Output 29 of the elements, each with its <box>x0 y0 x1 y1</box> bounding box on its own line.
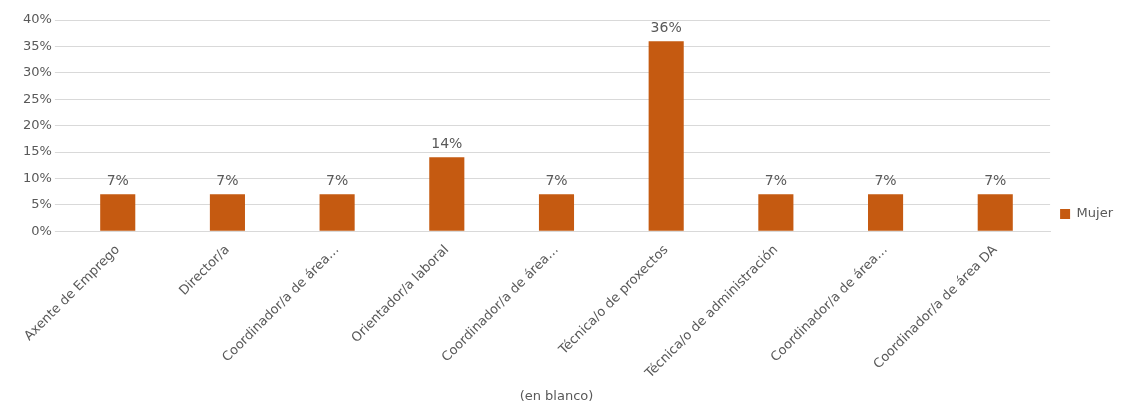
text: 7% <box>545 171 568 188</box>
bar <box>429 157 465 231</box>
bar <box>538 194 575 231</box>
y-tick-label: 15% <box>22 143 52 159</box>
bar <box>977 194 1013 231</box>
y-tick-label: 30% <box>22 64 52 80</box>
text: 7% <box>984 171 1007 188</box>
x-axis-title: (en blanco) <box>519 387 594 403</box>
bar <box>648 41 684 231</box>
bar <box>758 194 794 231</box>
y-tick-label: 25% <box>22 90 52 106</box>
y-tick-label: 20% <box>22 117 52 133</box>
text: 36% <box>650 18 682 35</box>
text: 7% <box>216 171 239 188</box>
text: 7% <box>106 171 129 188</box>
text: 14% <box>431 134 463 151</box>
y-tick-label: 10% <box>22 169 52 185</box>
y-tick-label: 40% <box>22 11 52 27</box>
text: 7% <box>326 171 349 188</box>
text: 7% <box>874 171 897 188</box>
bar <box>319 194 355 231</box>
legend-label: Mujer <box>1076 205 1114 221</box>
y-tick-label: 0% <box>31 222 52 238</box>
y-tick-label: 35% <box>22 37 52 53</box>
bar <box>868 194 904 231</box>
bar <box>209 194 245 231</box>
bar <box>100 194 136 231</box>
y-tick-label: 5% <box>31 196 52 212</box>
text: 7% <box>764 171 787 188</box>
